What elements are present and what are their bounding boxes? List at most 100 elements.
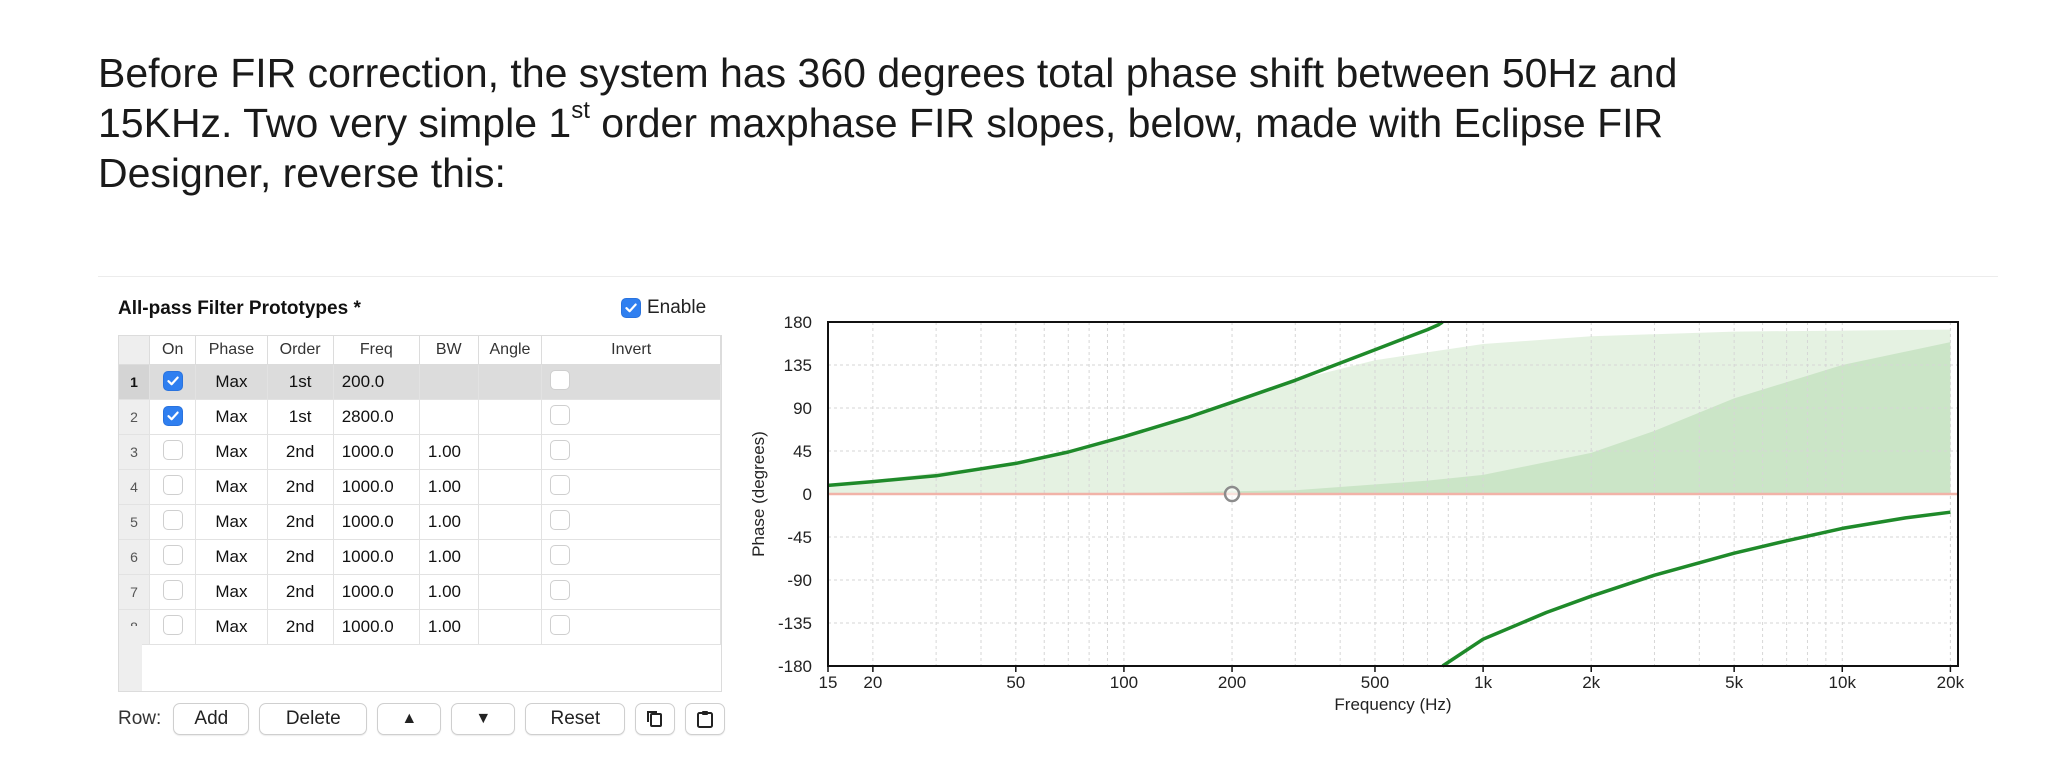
column-header-invert[interactable]: Invert [541,336,721,365]
on-checkbox[interactable] [162,544,183,565]
angle-cell[interactable] [478,399,543,435]
invert-cell[interactable] [541,399,721,435]
order-cell[interactable]: 2nd [267,539,334,575]
invert-cell[interactable] [541,469,721,505]
table-row[interactable]: 6 Max 2nd 1000.0 1.00 [119,539,721,575]
invert-cell[interactable] [541,539,721,575]
phase-cell[interactable]: Max [195,434,268,470]
column-header-on[interactable]: On [149,336,197,365]
invert-checkbox[interactable] [550,404,571,425]
allpass-title: All-pass Filter Prototypes * [118,298,361,319]
table-row[interactable]: 3 Max 2nd 1000.0 1.00 [119,434,721,470]
invert-cell[interactable] [541,609,721,645]
reset-button[interactable]: Reset [525,703,626,735]
freq-cell[interactable]: 200.0 [333,364,420,400]
delete-row-button[interactable]: Delete [259,703,368,735]
column-header-freq[interactable]: Freq [333,336,420,365]
table-row[interactable]: 2 Max 1st 2800.0 [119,399,721,435]
phase-cell[interactable]: Max [195,539,268,575]
table-row[interactable]: 4 Max 2nd 1000.0 1.00 [119,469,721,505]
caption-line-2: 15KHz. Two very simple 1st order maxphas… [98,98,1998,148]
row-header-column-fill [119,626,142,691]
order-cell[interactable]: 2nd [267,434,334,470]
on-cell[interactable] [149,539,197,575]
freq-cell[interactable]: 1000.0 [333,539,420,575]
angle-cell[interactable] [478,364,543,400]
enable-toggle[interactable]: Enable [621,297,706,319]
table-row[interactable]: 7 Max 2nd 1000.0 1.00 [119,574,721,610]
phase-cell[interactable]: Max [195,364,268,400]
order-cell[interactable]: 2nd [267,469,334,505]
on-cell[interactable] [149,504,197,540]
order-cell[interactable]: 1st [267,364,334,400]
angle-cell[interactable] [478,574,543,610]
invert-cell[interactable] [541,434,721,470]
bw-cell[interactable] [419,399,479,435]
bw-cell[interactable]: 1.00 [419,574,479,610]
phase-cell[interactable]: Max [195,399,268,435]
on-checkbox[interactable] [162,579,183,600]
angle-cell[interactable] [478,539,543,575]
freq-cell[interactable]: 2800.0 [333,399,420,435]
invert-checkbox[interactable] [550,614,571,635]
table-row[interactable]: 1 Max 1st 200.0 [119,364,721,400]
invert-checkbox[interactable] [550,474,571,495]
invert-checkbox[interactable] [550,439,571,460]
phase-cell[interactable]: Max [195,469,268,505]
column-header-angle[interactable]: Angle [478,336,543,365]
on-checkbox[interactable] [162,474,183,495]
angle-cell[interactable] [478,434,543,470]
phase-cell[interactable]: Max [195,574,268,610]
angle-cell[interactable] [478,469,543,505]
freq-cell[interactable]: 1000.0 [333,504,420,540]
freq-cell[interactable]: 1000.0 [333,434,420,470]
bw-cell[interactable] [419,364,479,400]
order-cell[interactable]: 2nd [267,574,334,610]
invert-cell[interactable] [541,574,721,610]
copy-button[interactable] [635,703,676,735]
angle-cell[interactable] [478,504,543,540]
invert-cell[interactable] [541,364,721,400]
invert-checkbox[interactable] [550,544,571,565]
on-cell[interactable] [149,364,197,400]
on-cell[interactable] [149,609,197,645]
column-header-bw[interactable]: BW [419,336,479,365]
freq-cell[interactable]: 1000.0 [333,609,420,645]
phase-cell[interactable]: Max [195,609,268,645]
table-row[interactable]: 8Max2nd1000.01.00 [119,609,721,645]
bw-cell[interactable]: 1.00 [419,434,479,470]
on-checkbox[interactable] [162,371,183,391]
bw-cell[interactable]: 1.00 [419,609,479,645]
on-checkbox[interactable] [162,509,183,530]
paste-button[interactable] [685,703,726,735]
paste-icon [697,711,714,728]
order-cell[interactable]: 2nd [267,504,334,540]
on-cell[interactable] [149,469,197,505]
invert-checkbox[interactable] [550,369,571,390]
freq-cell[interactable]: 1000.0 [333,574,420,610]
order-cell[interactable]: 2nd [267,609,334,645]
on-checkbox[interactable] [162,614,183,635]
invert-cell[interactable] [541,504,721,540]
move-down-button[interactable]: ▼ [451,703,516,735]
freq-cell[interactable]: 1000.0 [333,469,420,505]
invert-checkbox[interactable] [550,509,571,530]
enable-checkbox[interactable] [621,298,641,318]
order-cell[interactable]: 1st [267,399,334,435]
bw-cell[interactable]: 1.00 [419,504,479,540]
add-row-button[interactable]: Add [173,703,250,735]
move-up-button[interactable]: ▲ [377,703,442,735]
column-header-order[interactable]: Order [267,336,334,365]
on-cell[interactable] [149,434,197,470]
on-checkbox[interactable] [162,439,183,460]
on-cell[interactable] [149,574,197,610]
bw-cell[interactable]: 1.00 [419,539,479,575]
bw-cell[interactable]: 1.00 [419,469,479,505]
on-cell[interactable] [149,399,197,435]
on-checkbox[interactable] [162,406,183,426]
angle-cell[interactable] [478,609,543,645]
column-header-phase[interactable]: Phase [195,336,268,365]
invert-checkbox[interactable] [550,579,571,600]
table-row[interactable]: 5 Max 2nd 1000.0 1.00 [119,504,721,540]
phase-cell[interactable]: Max [195,504,268,540]
